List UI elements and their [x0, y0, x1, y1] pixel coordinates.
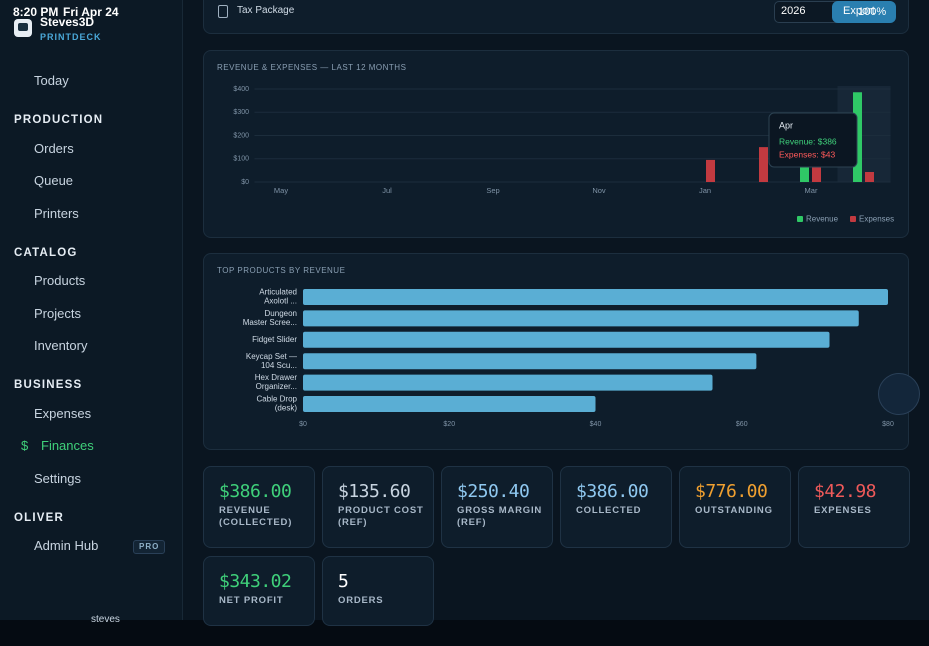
nav-label[interactable]: Orders [34, 140, 74, 156]
stat-card: $386.00 REVENUE (COLLECTED) [203, 466, 315, 548]
export-label[interactable]: Export [843, 5, 875, 17]
nav-label[interactable]: Products [34, 273, 86, 288]
stat-label: EXPENSES [814, 505, 872, 516]
stat-value: $250.40 [457, 481, 530, 502]
nav-label[interactable]: Inventory [34, 338, 88, 353]
stat-value: $776.00 [695, 481, 768, 502]
brand-icon [14, 19, 32, 37]
helper-avatar[interactable] [878, 373, 920, 415]
status-time: 8:20 PM [13, 5, 59, 19]
stat-value: $42.98 [814, 481, 877, 502]
stat-value: $386.00 [576, 481, 649, 502]
stat-value: $386.00 [219, 481, 292, 502]
brand-icon-inner [18, 23, 28, 31]
nav-label[interactable]: Queue [34, 173, 74, 188]
nav-label[interactable]: Expenses [34, 405, 92, 421]
stat-label: ORDERS [338, 595, 384, 606]
stat-label: PRODUCT COST (REF) [338, 505, 424, 528]
brand-name: Steves3D [40, 15, 95, 29]
status-date: Fri Apr 24 [63, 5, 119, 19]
chart-panel [203, 253, 909, 450]
year-label[interactable]: 2026 [781, 5, 806, 17]
stat-card: $250.40 GROSS MARGIN (REF) [441, 466, 553, 548]
stat-card: $343.02 NET PROFIT [203, 556, 315, 626]
nav-label[interactable]: Printers [34, 205, 79, 221]
nav-section-title: CATALOG [14, 246, 78, 259]
stat-value: $135.60 [338, 481, 411, 502]
stat-card: 5 ORDERS [322, 556, 434, 626]
stat-card: $135.60 PRODUCT COST (REF) [322, 466, 434, 548]
stat-label: OUTSTANDING [695, 505, 773, 516]
export-button[interactable] [832, 1, 896, 23]
nav-label[interactable]: Settings [34, 470, 81, 486]
stat-card: $42.98 EXPENSES [798, 466, 910, 548]
battery: 100% [858, 6, 887, 18]
nav-section-title: BUSINESS [14, 379, 83, 391]
stat-label: NET PROFIT [219, 595, 284, 606]
stat-card: $386.00 COLLECTED [560, 466, 672, 548]
nav-label[interactable]: Finances [41, 438, 94, 453]
doc-icon [218, 5, 228, 18]
bottom-bar [0, 620, 929, 646]
nav-icon[interactable]: $ [21, 438, 29, 453]
nav-label[interactable]: Admin Hub [34, 538, 99, 553]
stat-value: 5 [338, 571, 349, 592]
nav-section-title: PRODUCTION [14, 114, 104, 126]
brand-subtitle: PRINTDECK [40, 32, 102, 42]
nav-section-title: OLIVER [14, 511, 65, 524]
top-item-label: Tax Package [237, 5, 295, 16]
stat-value: $343.02 [219, 571, 292, 592]
stat-card: $776.00 OUTSTANDING [679, 466, 791, 548]
nav-label[interactable]: Projects [34, 305, 81, 321]
nav-badge: PRO [133, 540, 166, 554]
nav-label[interactable]: Today [34, 73, 69, 88]
user-name: steves [91, 614, 120, 625]
sidebar [0, 0, 183, 620]
stat-label: COLLECTED [576, 505, 642, 516]
stat-label: REVENUE (COLLECTED) [219, 505, 293, 528]
stat-label: GROSS MARGIN (REF) [457, 505, 543, 528]
chart-panel [203, 50, 909, 238]
